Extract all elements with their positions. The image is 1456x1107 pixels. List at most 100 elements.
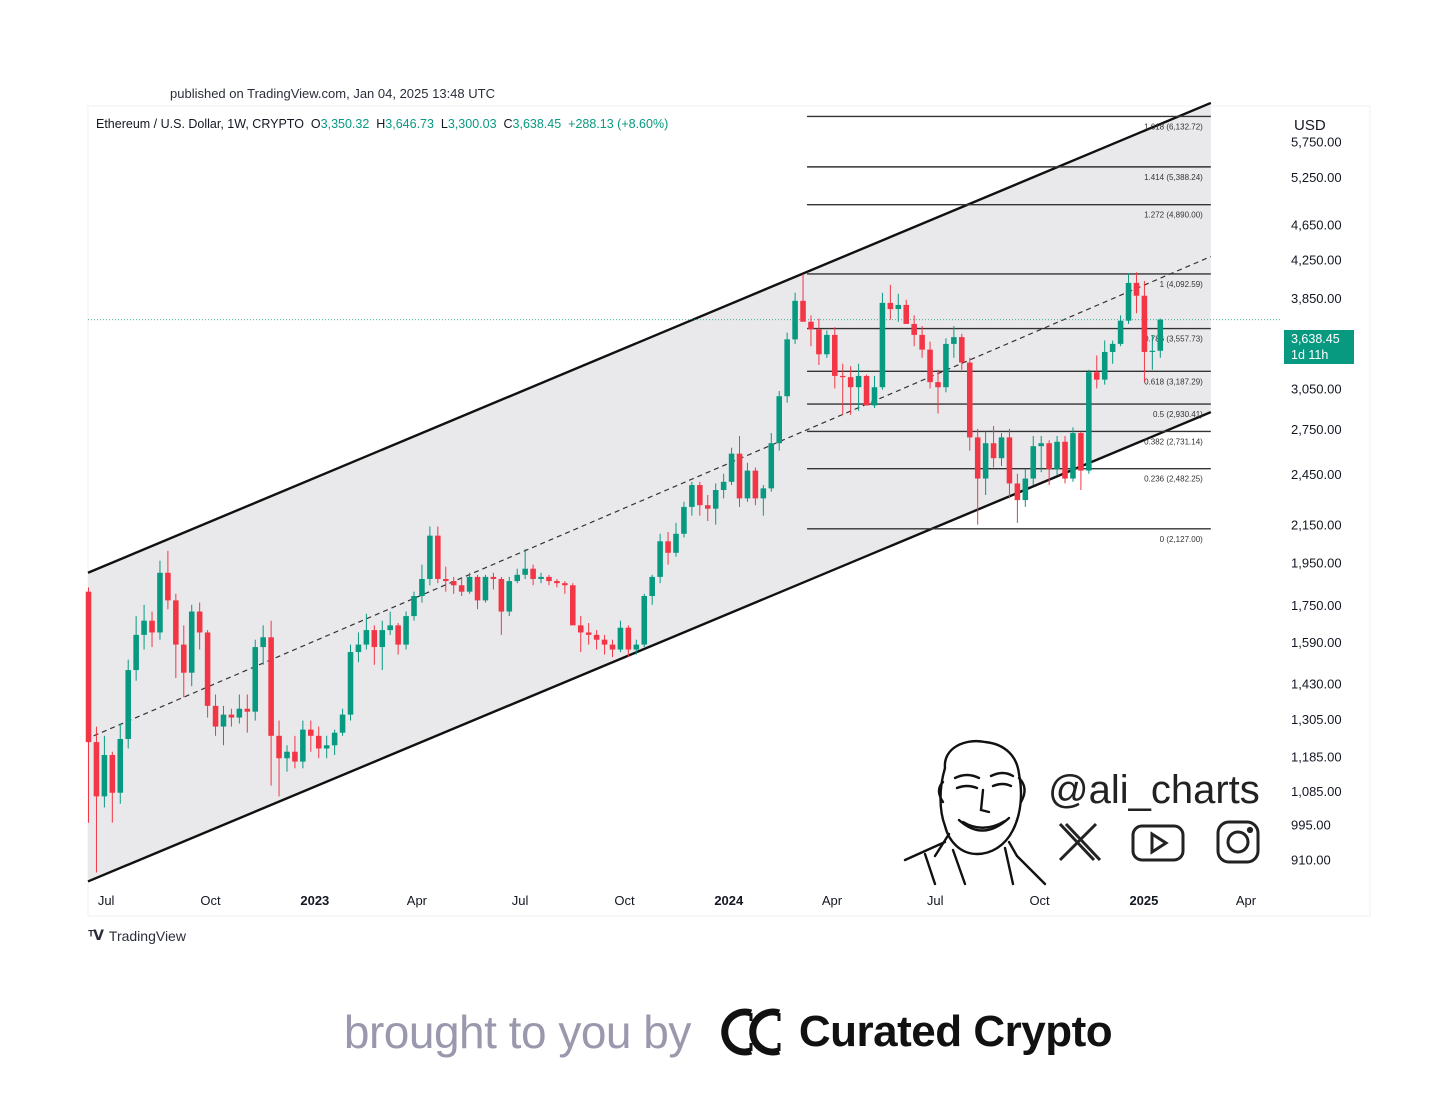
candle-body [800,300,806,322]
candle-body [300,729,306,762]
candle-body [649,576,655,596]
candle-body [1062,441,1068,479]
close-label: C [503,117,513,131]
y-tick-label: 1,085.00 [1291,784,1342,799]
candle-body [522,568,528,575]
candle-body [697,485,703,506]
candle-body [1117,320,1124,344]
candle-body [1086,372,1092,471]
candle-body [165,572,171,601]
candle-body [712,490,719,509]
candle-body [1038,443,1044,447]
open-label: O [310,117,321,131]
candle-body [371,630,378,648]
y-tick-label: 910.00 [1291,852,1331,867]
y-tick-label: 1,430.00 [1291,676,1342,691]
y-tick-label: 4,250.00 [1291,252,1342,267]
candle-body [474,576,481,601]
candle-body [704,505,711,509]
candle-body [895,304,902,310]
candle-body [974,437,981,479]
candle-body [268,637,274,736]
candle-body [1109,343,1116,352]
change-value: +288.13 (+8.60%) [568,117,669,131]
candle-body [315,735,322,749]
candle-body [863,375,870,406]
candle-body [744,470,751,499]
fib-level-label: 1.414 (5,388.24) [1144,173,1203,182]
candle-body [427,535,433,579]
candle-body [181,644,187,673]
candle-body [1054,441,1060,470]
candle-body [133,634,139,671]
candle-body [260,637,266,648]
candle-body [657,541,663,577]
candle-body [1141,295,1148,352]
x-tick-label: Apr [1236,893,1257,908]
candle-body [927,349,933,383]
candle-body [117,738,124,793]
candle-body [101,754,108,797]
price-badge-countdown: 1d 11h [1291,348,1328,362]
candle-body [236,708,243,718]
candle-body [577,625,584,633]
candle-body [379,630,386,648]
footer-prefix: brought to you by [343,1006,691,1058]
candle-body [490,576,497,579]
handle-label: @ali_charts [1048,768,1260,812]
close-value: 3,638.45 [512,117,562,131]
price-badge: 3,638.45 1d 11h [1284,330,1354,364]
candle-body [554,581,560,584]
currency-label: USD [1294,117,1326,134]
candle-body [641,595,648,645]
candle-body [879,302,886,388]
candle-body [609,644,616,650]
candle-body [673,533,679,553]
candle-body [514,574,521,582]
y-axis: 5,750.00 5,250.00 4,650.00 4,250.00 3,850.00… [1291,135,1342,868]
currency-box [1287,111,1359,137]
x-tick-label: 2025 [1129,893,1158,908]
candle-body [419,578,425,596]
candle-body [308,729,314,736]
candle-body [292,751,298,762]
y-tick-label: 2,450.00 [1291,467,1342,482]
y-tick-label: 3,850.00 [1291,291,1342,306]
x-axis: Jul Oct 2023 Apr Jul Oct 2024 Apr Jul Oct 2025 Apr [98,893,1257,908]
candle-body [220,714,227,727]
candle-body [109,754,116,793]
candle-body [339,714,346,733]
candle-body [839,375,846,378]
fib-level-label: 1.272 (4,890.00) [1144,211,1203,220]
x-icon [1058,822,1102,862]
y-tick-label: 5,250.00 [1291,170,1342,185]
candle-body [943,343,949,388]
x-tick-label: Jul [512,893,529,908]
candle-body [903,304,910,324]
candle-body [720,481,727,491]
candle-body [204,632,211,706]
published-note: published on TradingView.com, Jan 04, 20… [170,86,495,101]
y-tick-label: 1,185.00 [1291,750,1342,765]
candle-body [570,585,576,626]
candle-body [403,616,409,645]
candle-body [387,625,393,631]
candle-body [196,611,203,633]
footer: brought to you by Curated Crypto [0,1002,1456,1062]
candle-body [601,639,608,645]
candle-body [824,334,830,355]
candle-body [538,576,544,579]
y-tick-label: 5,750.00 [1291,135,1342,150]
fib-level-label: 1.618 (6,132.72) [1144,122,1203,131]
y-tick-label: 1,590.00 [1291,635,1342,650]
candle-body [911,323,917,335]
candle-body [816,329,822,355]
candle-body [450,581,457,586]
candle-body [546,576,552,582]
candle-body [617,627,624,650]
fib-layer: 1.618 (6,132.72) 1.414 (5,388.24) 1.272 (4… [807,115,1211,544]
low-value: 3,300.03 [447,117,497,131]
candle-body [435,535,441,579]
candle-body [776,396,782,444]
candle-body [728,453,735,482]
